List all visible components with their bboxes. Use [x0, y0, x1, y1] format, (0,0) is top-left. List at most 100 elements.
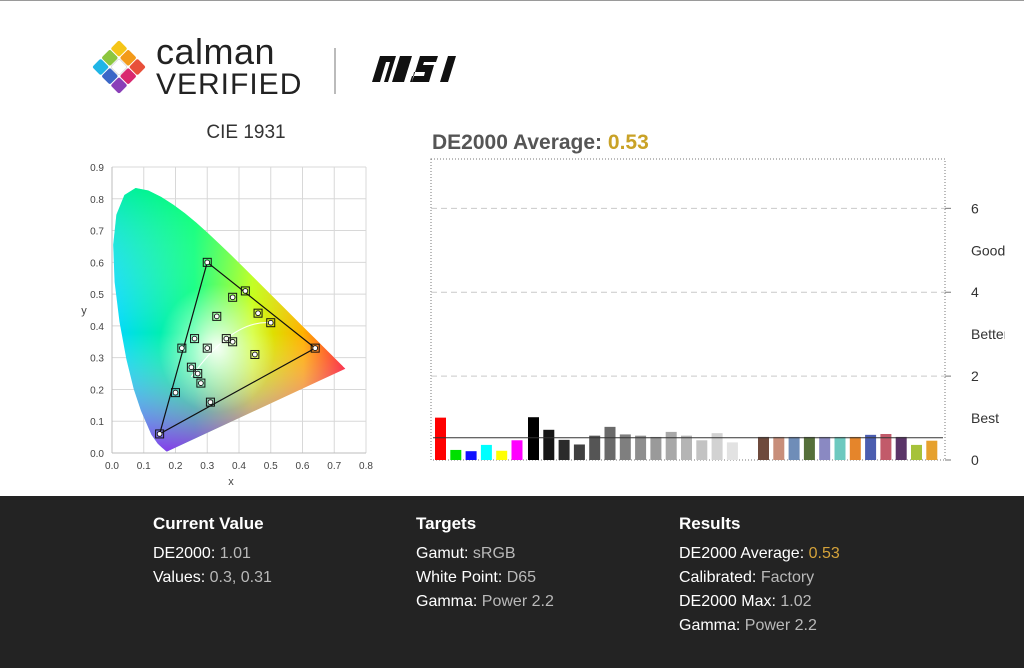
target-marker — [177, 343, 187, 353]
de-average-heading: DE2000 Average: 0.53 — [432, 131, 649, 155]
measured-point — [312, 345, 319, 351]
measured-point — [204, 259, 211, 266]
current-value-panel: Current Value DE2000: 1.01 Values: 0.3, … — [153, 514, 272, 590]
de2000-bar — [511, 440, 523, 460]
cie-y-axis-label: y — [81, 305, 87, 317]
white-point-glow — [158, 284, 275, 413]
bar-y-tick-label: 2 — [971, 368, 979, 384]
logo-divider — [334, 48, 336, 94]
result-calibrated-label: Calibrated: — [679, 569, 757, 586]
cie-y-tick-label: 0.6 — [90, 258, 104, 269]
de2000-bar — [665, 431, 677, 460]
cie-x-tick-label: 0.1 — [137, 461, 151, 472]
measured-point — [198, 380, 204, 386]
measured-point — [229, 338, 236, 345]
current-values-row: Values: 0.3, 0.31 — [153, 566, 272, 590]
result-de-max-label: DE2000 Max: — [679, 593, 776, 610]
de2000-bar — [926, 440, 938, 460]
target-marker — [155, 429, 165, 439]
calman-logo-icon — [92, 40, 146, 94]
measured-point — [188, 364, 195, 371]
cie-y-tick-label: 0.7 — [90, 227, 104, 238]
result-gamma-value: Power 2.2 — [744, 617, 817, 634]
targets-panel: Targets Gamut: sRGB White Point: D65 Gam… — [416, 514, 554, 614]
target-marker — [186, 362, 196, 372]
cie-x-tick-label: 0.2 — [169, 461, 183, 472]
de2000-bar — [849, 436, 861, 460]
results-heading: Results — [679, 514, 741, 533]
cie-y-tick-label: 0.1 — [90, 417, 104, 428]
measured-point — [204, 345, 211, 351]
target-marker — [202, 257, 212, 267]
result-gamma-label: Gamma: — [679, 617, 741, 634]
measured-point — [267, 319, 274, 326]
de2000-bar — [803, 436, 815, 460]
cie-x-tick-label: 0.6 — [296, 461, 310, 472]
cie-x-tick-label: 0.7 — [327, 461, 341, 472]
planckian-locus — [190, 322, 271, 378]
de2000-bar — [589, 435, 601, 460]
de2000-bar — [726, 442, 738, 460]
de2000-bar — [681, 435, 692, 460]
bar-frame-outline — [430, 158, 946, 461]
de2000-bar — [573, 444, 585, 460]
targets-heading: Targets — [416, 514, 477, 533]
de-average-label: DE2000 Average: — [432, 131, 603, 154]
de2000-bar — [496, 450, 508, 460]
calman-wordmark: calman — [156, 31, 276, 72]
current-values-label: Values: — [153, 569, 206, 586]
de2000-bar — [895, 436, 907, 460]
cie-x-tick-label: 0.3 — [200, 461, 214, 472]
target-gamma-value: Power 2.2 — [481, 593, 554, 610]
target-white-point-value: D65 — [506, 569, 537, 586]
result-calibrated-row: Calibrated: Factory — [679, 566, 840, 590]
de2000-bar — [788, 436, 800, 460]
top-border-line — [0, 0, 1024, 1]
target-gamma-row: Gamma: Power 2.2 — [416, 590, 554, 614]
de2000-bar — [696, 440, 708, 460]
target-white-point-label: White Point: — [416, 569, 503, 586]
de2000-bar — [911, 444, 922, 460]
cie-y-tick-label: 0.5 — [90, 290, 104, 301]
target-marker — [240, 286, 250, 296]
result-de-average-value: 0.53 — [808, 545, 840, 562]
target-marker — [266, 318, 276, 328]
measured-point — [229, 294, 236, 301]
result-gamma-row: Gamma: Power 2.2 — [679, 614, 840, 638]
cie-x-tick-label: 0.0 — [105, 461, 119, 472]
target-marker — [250, 349, 260, 359]
cie-x-tick-label: 0.8 — [359, 461, 373, 472]
measured-point — [252, 351, 258, 358]
result-calibrated-value: Factory — [760, 569, 815, 586]
target-marker — [171, 388, 180, 398]
measured-point — [172, 389, 179, 396]
bar-chart-frame — [430, 158, 951, 461]
msi-logo — [372, 56, 456, 82]
cie-x-axis-label: x — [228, 476, 234, 488]
de2000-bar — [435, 417, 446, 460]
measured-point — [191, 335, 198, 342]
results-panel: Results DE2000 Average: 0.53 Calibrated:… — [679, 514, 840, 638]
header-logos: calman VERIFIED — [90, 34, 490, 110]
de2000-bar — [480, 444, 492, 460]
de2000-bar — [543, 429, 555, 460]
cie-y-tick-label: 0.2 — [90, 385, 104, 396]
cie-y-tick-label: 0.4 — [90, 322, 104, 333]
de2000-bar — [880, 433, 892, 460]
bar-y-tick-label: 6 — [971, 200, 979, 216]
target-marker — [310, 343, 320, 353]
verified-wordmark: VERIFIED — [156, 68, 303, 101]
target-marker — [196, 378, 206, 388]
de2000-bar — [465, 451, 477, 460]
measured-points — [155, 257, 320, 439]
de2000-bar — [450, 449, 462, 460]
de2000-bar — [758, 436, 769, 460]
de2000-bar — [635, 435, 647, 460]
current-de2000-row: DE2000: 1.01 — [153, 542, 272, 566]
current-de2000-value: 1.01 — [219, 545, 251, 562]
measured-point — [194, 370, 201, 377]
measured-point — [207, 399, 214, 406]
target-gamut-value: sRGB — [472, 545, 516, 562]
measured-point — [156, 431, 163, 437]
results-footer: Current Value DE2000: 1.01 Values: 0.3, … — [0, 496, 1024, 668]
